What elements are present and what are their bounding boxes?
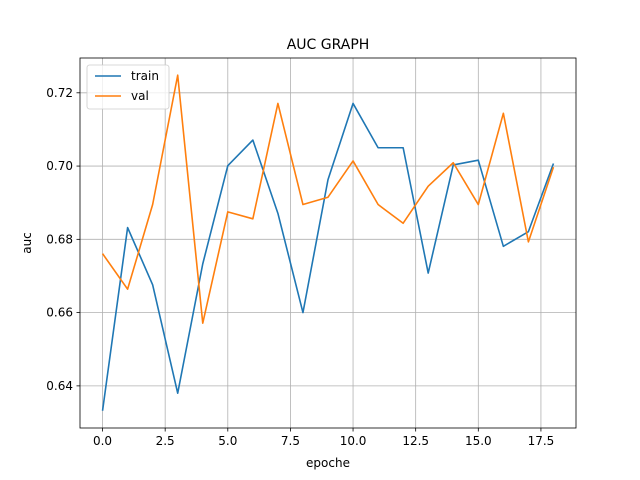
series-line-train <box>101 102 555 411</box>
y-axis-label: auc <box>20 232 34 254</box>
y-tick-label: 0.66 <box>46 306 73 320</box>
x-tick-label: 15.0 <box>465 434 492 448</box>
series-line-val <box>101 74 555 325</box>
x-axis-label: epoche <box>306 456 350 470</box>
x-tick-label: 5.0 <box>218 434 237 448</box>
y-tick-label: 0.70 <box>46 159 73 173</box>
x-tick-label: 12.5 <box>402 434 429 448</box>
y-tick-label: 0.68 <box>46 232 73 246</box>
x-tick-label: 2.5 <box>156 434 175 448</box>
series-layer <box>101 74 555 411</box>
legend-label-train: train <box>131 69 159 83</box>
y-tick-label: 0.64 <box>46 379 73 393</box>
x-tick-label: 7.5 <box>281 434 300 448</box>
legend: train val <box>86 64 170 110</box>
x-tick-label: 10.0 <box>340 434 367 448</box>
grid-lines <box>80 58 576 428</box>
chart-title: AUC GRAPH <box>287 37 370 53</box>
legend-label-val: val <box>131 89 149 103</box>
plot-frame <box>79 57 577 429</box>
y-axis: 0.64 0.66 0.68 0.70 0.72 <box>46 86 80 393</box>
x-axis: 0.0 2.5 5.0 7.5 10.0 12.5 15.0 17.5 <box>93 428 554 448</box>
x-tick-label: 0.0 <box>93 434 112 448</box>
x-tick-label: 17.5 <box>528 434 555 448</box>
y-tick-label: 0.72 <box>46 86 73 100</box>
